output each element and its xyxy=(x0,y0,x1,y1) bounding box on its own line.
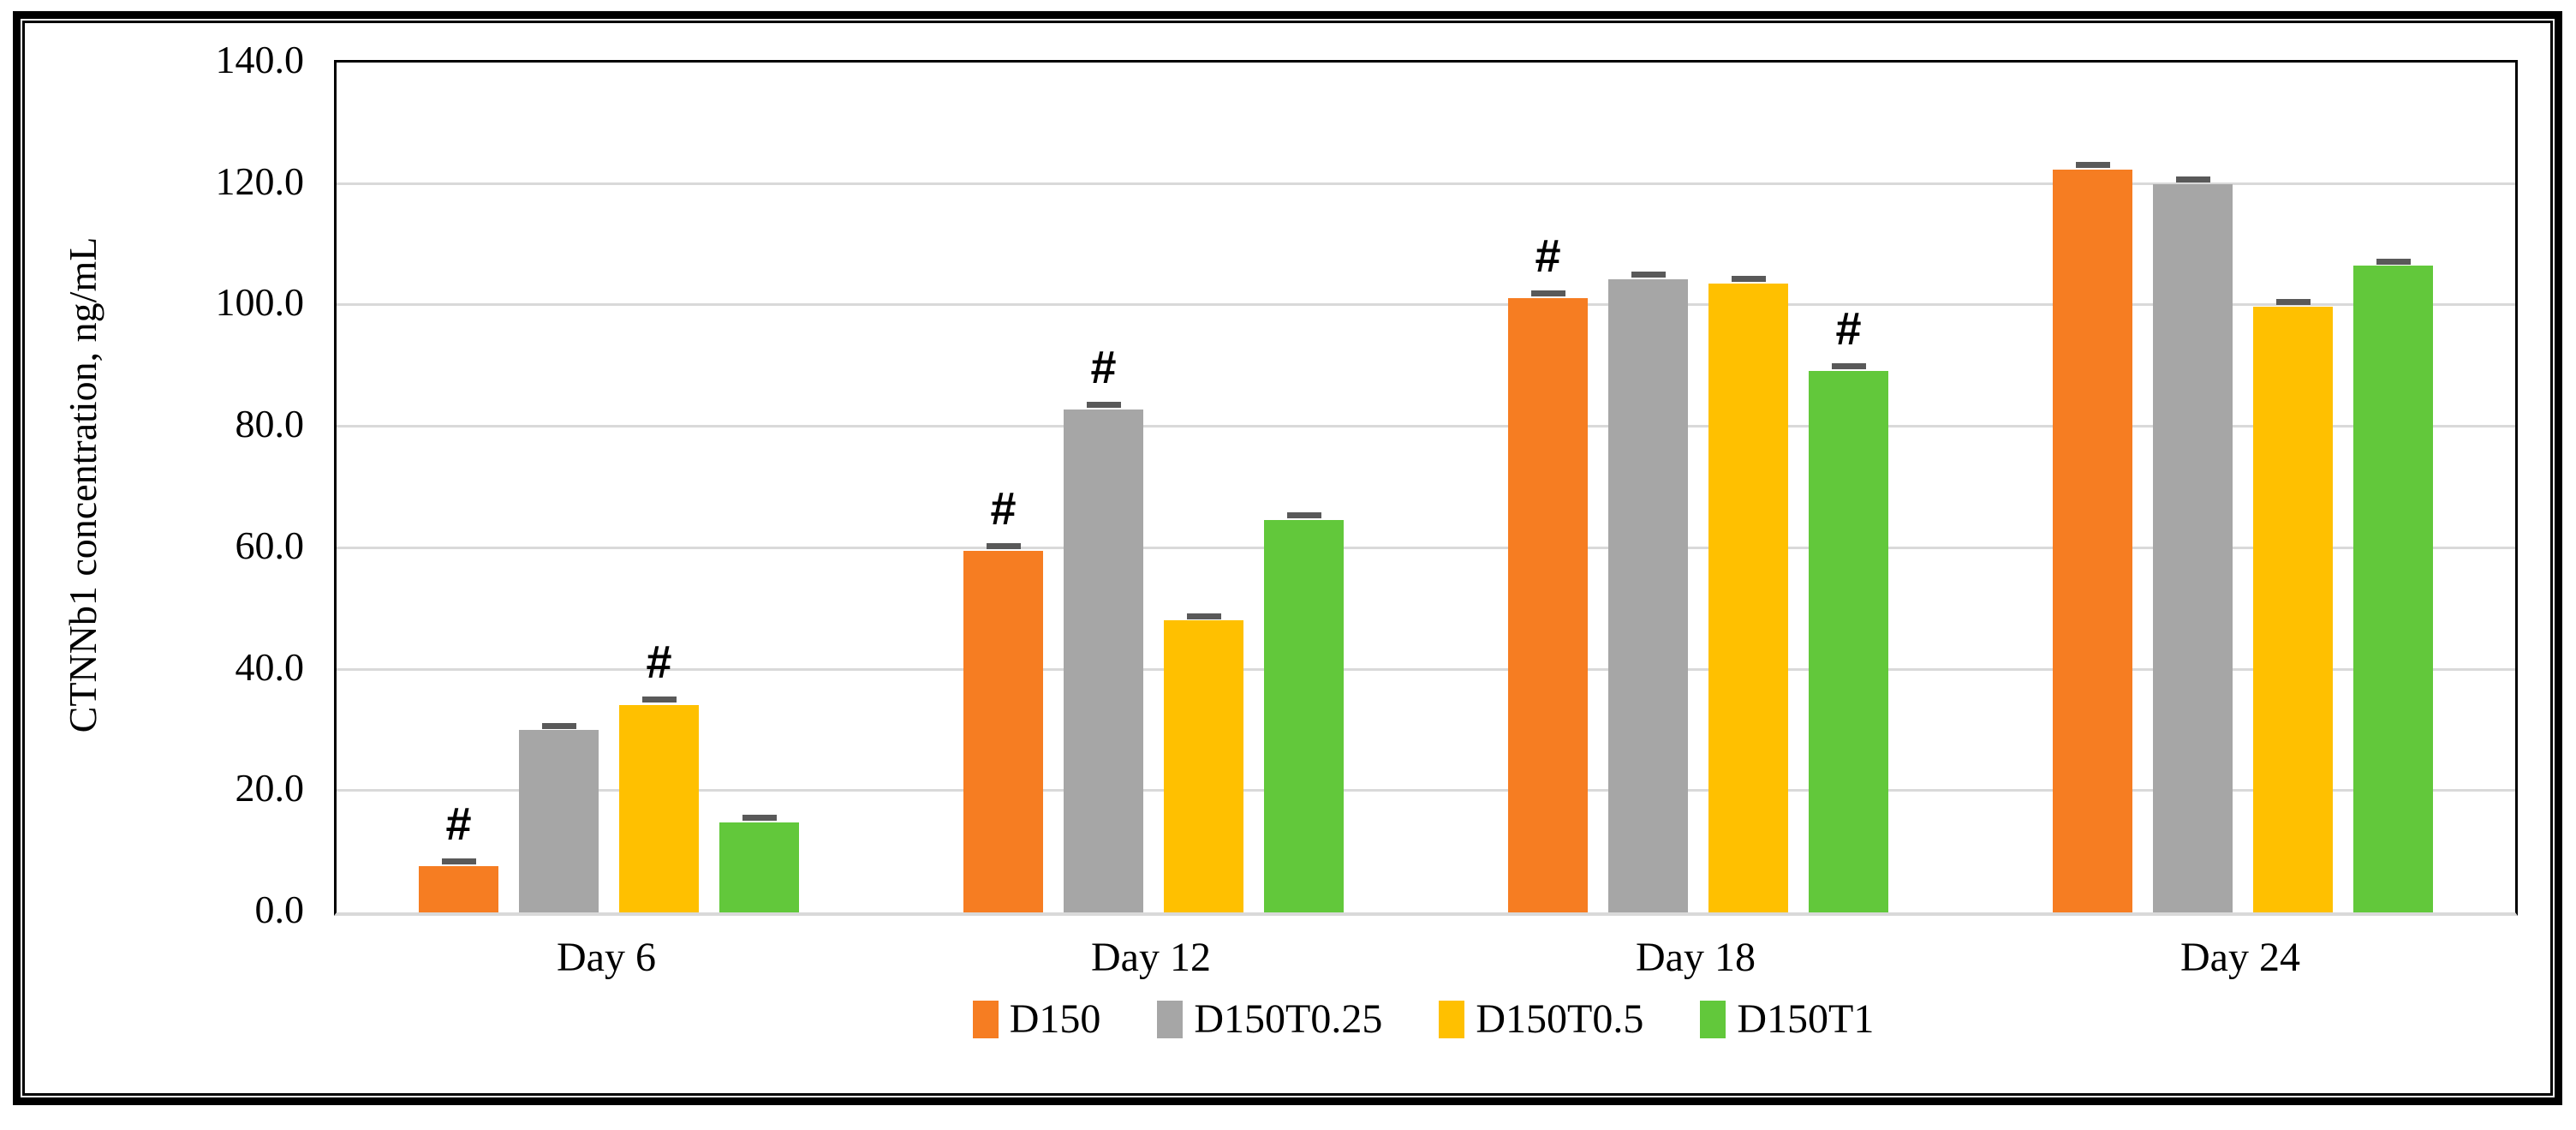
y-tick-label: 20.0 xyxy=(235,766,305,810)
legend-swatch-icon xyxy=(1439,1001,1465,1038)
gridline-100 xyxy=(337,303,2515,307)
error-bar-cap xyxy=(641,697,677,703)
error-bar-cap xyxy=(1286,511,1321,518)
gridline-40 xyxy=(337,667,2515,671)
plot-area: # # # # # # xyxy=(334,60,2518,916)
gridline-60 xyxy=(337,546,2515,549)
significance-hash-annotation: # xyxy=(1535,230,1561,283)
error-bar-cap xyxy=(441,858,476,865)
error-bar-cap xyxy=(1731,276,1766,283)
bar-D150T0.25-day12 xyxy=(1064,409,1143,912)
significance-hash-annotation: # xyxy=(990,483,1017,535)
gridline-120 xyxy=(337,182,2515,185)
figure-border-inner xyxy=(22,21,2553,1096)
error-bar-cap xyxy=(742,815,777,822)
y-tick-label: 120.0 xyxy=(215,158,305,203)
bar-D150-day18 xyxy=(1508,297,1588,912)
bar-D150T0.5-day12 xyxy=(1164,620,1243,912)
legend-label: D150T1 xyxy=(1737,996,1875,1042)
y-tick-label: 140.0 xyxy=(215,38,305,81)
legend-swatch-icon xyxy=(1157,1001,1184,1038)
legend-item-d150t0.5: D150T0.5 xyxy=(1439,995,1643,1043)
gridline-20 xyxy=(337,789,2515,792)
significance-hash-annotation: # xyxy=(1835,303,1862,356)
legend-label: D150 xyxy=(1009,996,1101,1042)
error-bar-cap xyxy=(1186,613,1221,619)
x-axis-label-day24: Day 24 xyxy=(2180,935,2300,980)
error-bar-cap xyxy=(2175,176,2210,183)
error-bar-cap xyxy=(1831,363,1866,370)
bar-D150T0.25-day24 xyxy=(2153,183,2233,912)
legend-label: D150T0.25 xyxy=(1194,996,1383,1042)
y-tick-label: 80.0 xyxy=(235,402,305,446)
bar-D150T0.25-day18 xyxy=(1608,278,1688,912)
error-bar-cap xyxy=(1631,272,1666,278)
legend-item-d150t0.25: D150T0.25 xyxy=(1157,995,1382,1043)
legend-item-d150: D150 xyxy=(972,995,1101,1043)
bar-D150T0.5-day6 xyxy=(619,704,699,912)
bar-D150T1-day18 xyxy=(1809,370,1888,912)
bar-D150-day12 xyxy=(963,550,1043,912)
error-bar-cap xyxy=(1086,401,1121,408)
significance-hash-annotation: # xyxy=(445,798,472,851)
significance-hash-annotation: # xyxy=(646,637,672,689)
bar-D150T0.5-day24 xyxy=(2253,306,2333,912)
bar-D150T1-day12 xyxy=(1264,519,1344,912)
y-tick-label: 100.0 xyxy=(215,280,305,325)
y-tick-label: 0.0 xyxy=(254,888,305,931)
legend-item-d150t1: D150T1 xyxy=(1700,995,1874,1043)
error-bar-cap xyxy=(541,722,576,729)
bar-D150T0.5-day18 xyxy=(1708,283,1788,912)
error-bar-cap xyxy=(1530,290,1565,297)
legend-swatch-icon xyxy=(972,1001,999,1038)
error-bar-cap xyxy=(2376,258,2411,265)
x-axis-label-day12: Day 12 xyxy=(1091,935,1211,980)
y-tick-label: 40.0 xyxy=(235,644,305,689)
y-tick-label: 60.0 xyxy=(235,523,305,567)
error-bar-cap xyxy=(2275,299,2311,306)
bar-D150T0.25-day6 xyxy=(519,730,599,912)
gridline-80 xyxy=(337,425,2515,428)
x-axis-label-day6: Day 6 xyxy=(557,935,656,980)
legend: D150 D150T0.25 D150T0.5 D150T1 xyxy=(334,992,2513,1047)
bar-D150T1-day6 xyxy=(719,822,799,912)
bar-D150-day6 xyxy=(419,866,498,912)
bar-D150-day24 xyxy=(2053,169,2132,912)
bar-D150T1-day24 xyxy=(2353,266,2433,912)
figure-border-outer xyxy=(13,11,2562,1105)
significance-hash-annotation: # xyxy=(1090,341,1117,393)
error-bar-cap xyxy=(2075,162,2110,169)
legend-swatch-icon xyxy=(1700,1001,1726,1038)
legend-label: D150T0.5 xyxy=(1476,996,1644,1042)
x-axis-label-day18: Day 18 xyxy=(1636,935,1756,980)
error-bar-cap xyxy=(986,543,1021,550)
